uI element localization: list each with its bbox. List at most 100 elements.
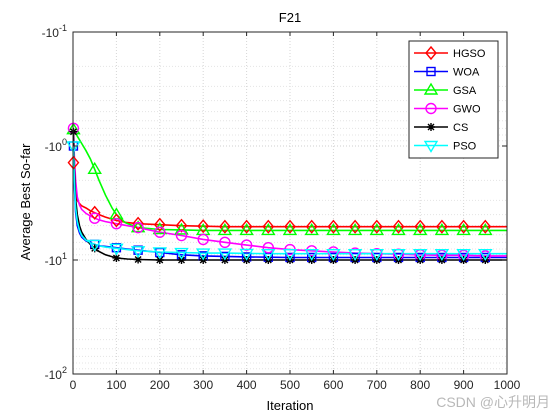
legend-item-gwo: GWO [414, 102, 481, 116]
data-point-marker [434, 223, 450, 236]
data-point-marker [174, 247, 189, 260]
data-point-marker [90, 244, 99, 253]
data-point-marker [282, 248, 298, 262]
legend-label: HGSO [453, 48, 486, 60]
data-point-marker [112, 253, 121, 262]
x-tick-label: 800 [410, 378, 430, 392]
legend-label: PSO [453, 141, 477, 153]
chart-title: F21 [278, 10, 302, 25]
data-point-marker [217, 248, 233, 261]
data-point-marker [240, 239, 253, 251]
data-point-marker [414, 219, 427, 234]
data-point-marker [478, 223, 493, 236]
x-tick-label: 700 [367, 378, 387, 392]
data-point-marker [134, 255, 143, 264]
data-point-marker [284, 219, 296, 234]
legend-item-woa: WOA [414, 67, 480, 79]
data-point-marker [391, 223, 406, 236]
x-tick-label: 0 [70, 378, 77, 392]
x-tick-label: 1000 [494, 378, 521, 392]
y-tick-label-base: -10 [42, 26, 60, 40]
y-tick-label-base: -10 [45, 140, 63, 154]
data-point-marker [391, 248, 406, 262]
y-tick-label-base: -10 [45, 254, 63, 268]
series-markers-pso [66, 141, 493, 262]
data-point-marker [130, 246, 146, 259]
data-point-marker [153, 217, 166, 232]
legend-swatch-marker [423, 140, 439, 153]
x-axis-label: Iteration [266, 398, 314, 413]
data-point-marker [197, 233, 209, 246]
data-point-marker [154, 226, 166, 238]
data-point-marker [217, 223, 233, 236]
series-group [66, 122, 507, 264]
data-point-marker [152, 247, 168, 260]
data-point-marker [435, 219, 448, 234]
data-point-marker [369, 248, 385, 262]
data-point-marker [130, 220, 146, 233]
legend-swatch-marker [423, 82, 439, 95]
legend-swatch-marker [426, 66, 436, 77]
data-point-marker [88, 205, 101, 220]
data-point-marker [109, 243, 124, 256]
x-axis: 0 100 200 300 400 500 600 700 800 900 1000 [70, 32, 521, 392]
series-line-hgso [72, 162, 507, 228]
data-point-marker [347, 223, 363, 236]
data-point-marker [239, 248, 254, 261]
legend-label: GSA [453, 85, 477, 97]
data-point-marker [349, 219, 362, 234]
y-tick-label: -10-1 [42, 23, 67, 40]
y-tick-label: -102 [45, 365, 67, 382]
legend-swatch-marker [427, 123, 435, 131]
x-tick-label: 900 [454, 378, 474, 392]
watermark: CSDN @心升明月 [436, 394, 550, 410]
x-tick-label: 200 [150, 378, 170, 392]
data-point-marker [155, 256, 164, 264]
data-point-marker [369, 223, 385, 236]
y-tick-label-base: -10 [45, 368, 63, 382]
data-point-marker [457, 219, 470, 234]
data-point-marker [219, 236, 231, 249]
data-point-marker [240, 219, 253, 234]
legend-box [408, 40, 499, 159]
data-point-marker [326, 223, 341, 236]
x-tick-label: 500 [280, 378, 300, 392]
data-point-marker [282, 223, 298, 236]
data-point-marker [434, 248, 450, 262]
legend-item-cs: CS [414, 122, 468, 134]
data-point-marker [239, 223, 254, 236]
data-point-marker [195, 248, 211, 261]
data-point-marker [412, 248, 428, 262]
data-point-marker [88, 212, 101, 224]
data-point-marker [304, 223, 319, 236]
data-point-marker [132, 221, 144, 234]
data-point-marker [177, 256, 186, 264]
data-point-marker [197, 219, 210, 234]
data-point-marker [392, 219, 405, 234]
x-tick-label: 400 [237, 378, 257, 392]
legend-item-hgso: HGSO [414, 45, 486, 61]
data-point-marker [456, 248, 471, 262]
legend-swatch-marker [425, 102, 437, 115]
data-point-marker [479, 219, 492, 234]
data-point-marker [132, 216, 145, 231]
data-point-marker [304, 248, 319, 262]
y-tick-label-exponent: -1 [59, 23, 67, 33]
data-point-marker [327, 219, 340, 234]
legend-label: GWO [453, 104, 481, 116]
series-markers-hgso [67, 155, 492, 234]
y-tick-label-exponent: 1 [62, 251, 67, 261]
data-point-marker [478, 248, 493, 262]
data-point-marker [218, 219, 231, 234]
data-point-marker [305, 219, 318, 234]
data-point-marker [262, 219, 275, 234]
legend: HGSO WOA GSA GWO CS PSO [408, 40, 499, 159]
data-point-marker [456, 223, 471, 236]
data-point-marker [261, 248, 276, 262]
legend-item-gsa: GSA [414, 82, 477, 97]
data-point-marker [326, 248, 341, 262]
y-tick-label: -100 [45, 137, 67, 154]
y-tick-label-exponent: 0 [62, 137, 67, 147]
legend-label: CS [453, 122, 468, 134]
